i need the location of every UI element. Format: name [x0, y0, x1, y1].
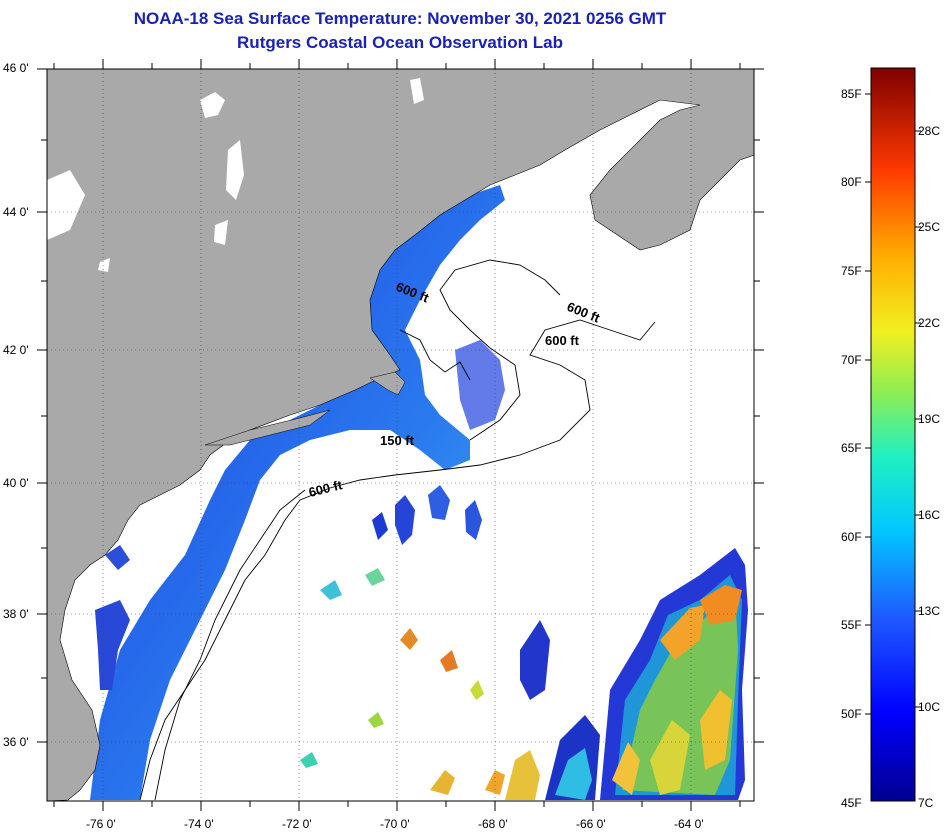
colorbar-f-label: 45F: [841, 796, 862, 810]
colorbar-f-label: 85F: [841, 87, 862, 101]
colorbar-c-label: 7C: [918, 796, 934, 810]
isobath-contours: [139, 259, 656, 801]
lat-label: 40 0': [3, 476, 29, 490]
lon-label: -72 0': [282, 817, 312, 831]
lon-label: -66 0': [576, 817, 606, 831]
map-title: NOAA-18 Sea Surface Temperature: Novembe…: [133, 9, 667, 28]
axis-ticks: [37, 59, 764, 811]
land-long-island: [204, 409, 331, 446]
lon-label: -76 0': [86, 817, 116, 831]
land-mainland: [47, 69, 754, 801]
colorbar-c-label: 25C: [918, 220, 941, 234]
lon-label: -64 0': [674, 817, 704, 831]
lat-label: 44 0': [3, 205, 29, 219]
land-chesapeake: [95, 600, 130, 690]
colorbar-f-label: 55F: [841, 618, 862, 632]
colorbar-c-label: 16C: [918, 508, 941, 522]
colorbar-f-label: 60F: [841, 530, 862, 544]
lon-label: -70 0': [380, 817, 410, 831]
shelf-water: [90, 185, 505, 800]
lat-label: 42 0': [3, 343, 29, 357]
lakes: [47, 78, 424, 272]
isobath-label: 150 ft: [380, 433, 415, 448]
lat-label: 36 0': [3, 735, 29, 749]
land-delaware-bay: [105, 545, 130, 570]
colorbar-scale: [870, 67, 916, 802]
colorbar-c-label: 10C: [918, 700, 941, 714]
lat-label: 46 0': [3, 61, 29, 75]
colorbar-f-label: 50F: [841, 707, 862, 721]
map-frame: [46, 68, 755, 802]
land-cape-cod: [369, 371, 406, 396]
isobath-label: 600 ft: [545, 333, 580, 348]
colorbar-f-label: 70F: [841, 353, 862, 367]
lat-label: 38 0': [3, 607, 29, 621]
colorbar-f-label: 65F: [841, 441, 862, 455]
colorbar-f-label: 80F: [841, 175, 862, 189]
warm-water-patches: [300, 485, 748, 800]
colorbar-c-label: 28C: [918, 124, 941, 138]
colorbar-f-label: 75F: [841, 264, 862, 278]
map-subtitle: Rutgers Coastal Ocean Observation Lab: [237, 33, 563, 52]
colorbar-c-label: 19C: [918, 412, 941, 426]
lon-label: -68 0': [478, 817, 508, 831]
gulf-of-maine-blue: [455, 340, 505, 430]
colorbar-c-label: 22C: [918, 316, 941, 330]
lon-label: -74 0': [184, 817, 214, 831]
colorbar-c-label: 13C: [918, 604, 941, 618]
